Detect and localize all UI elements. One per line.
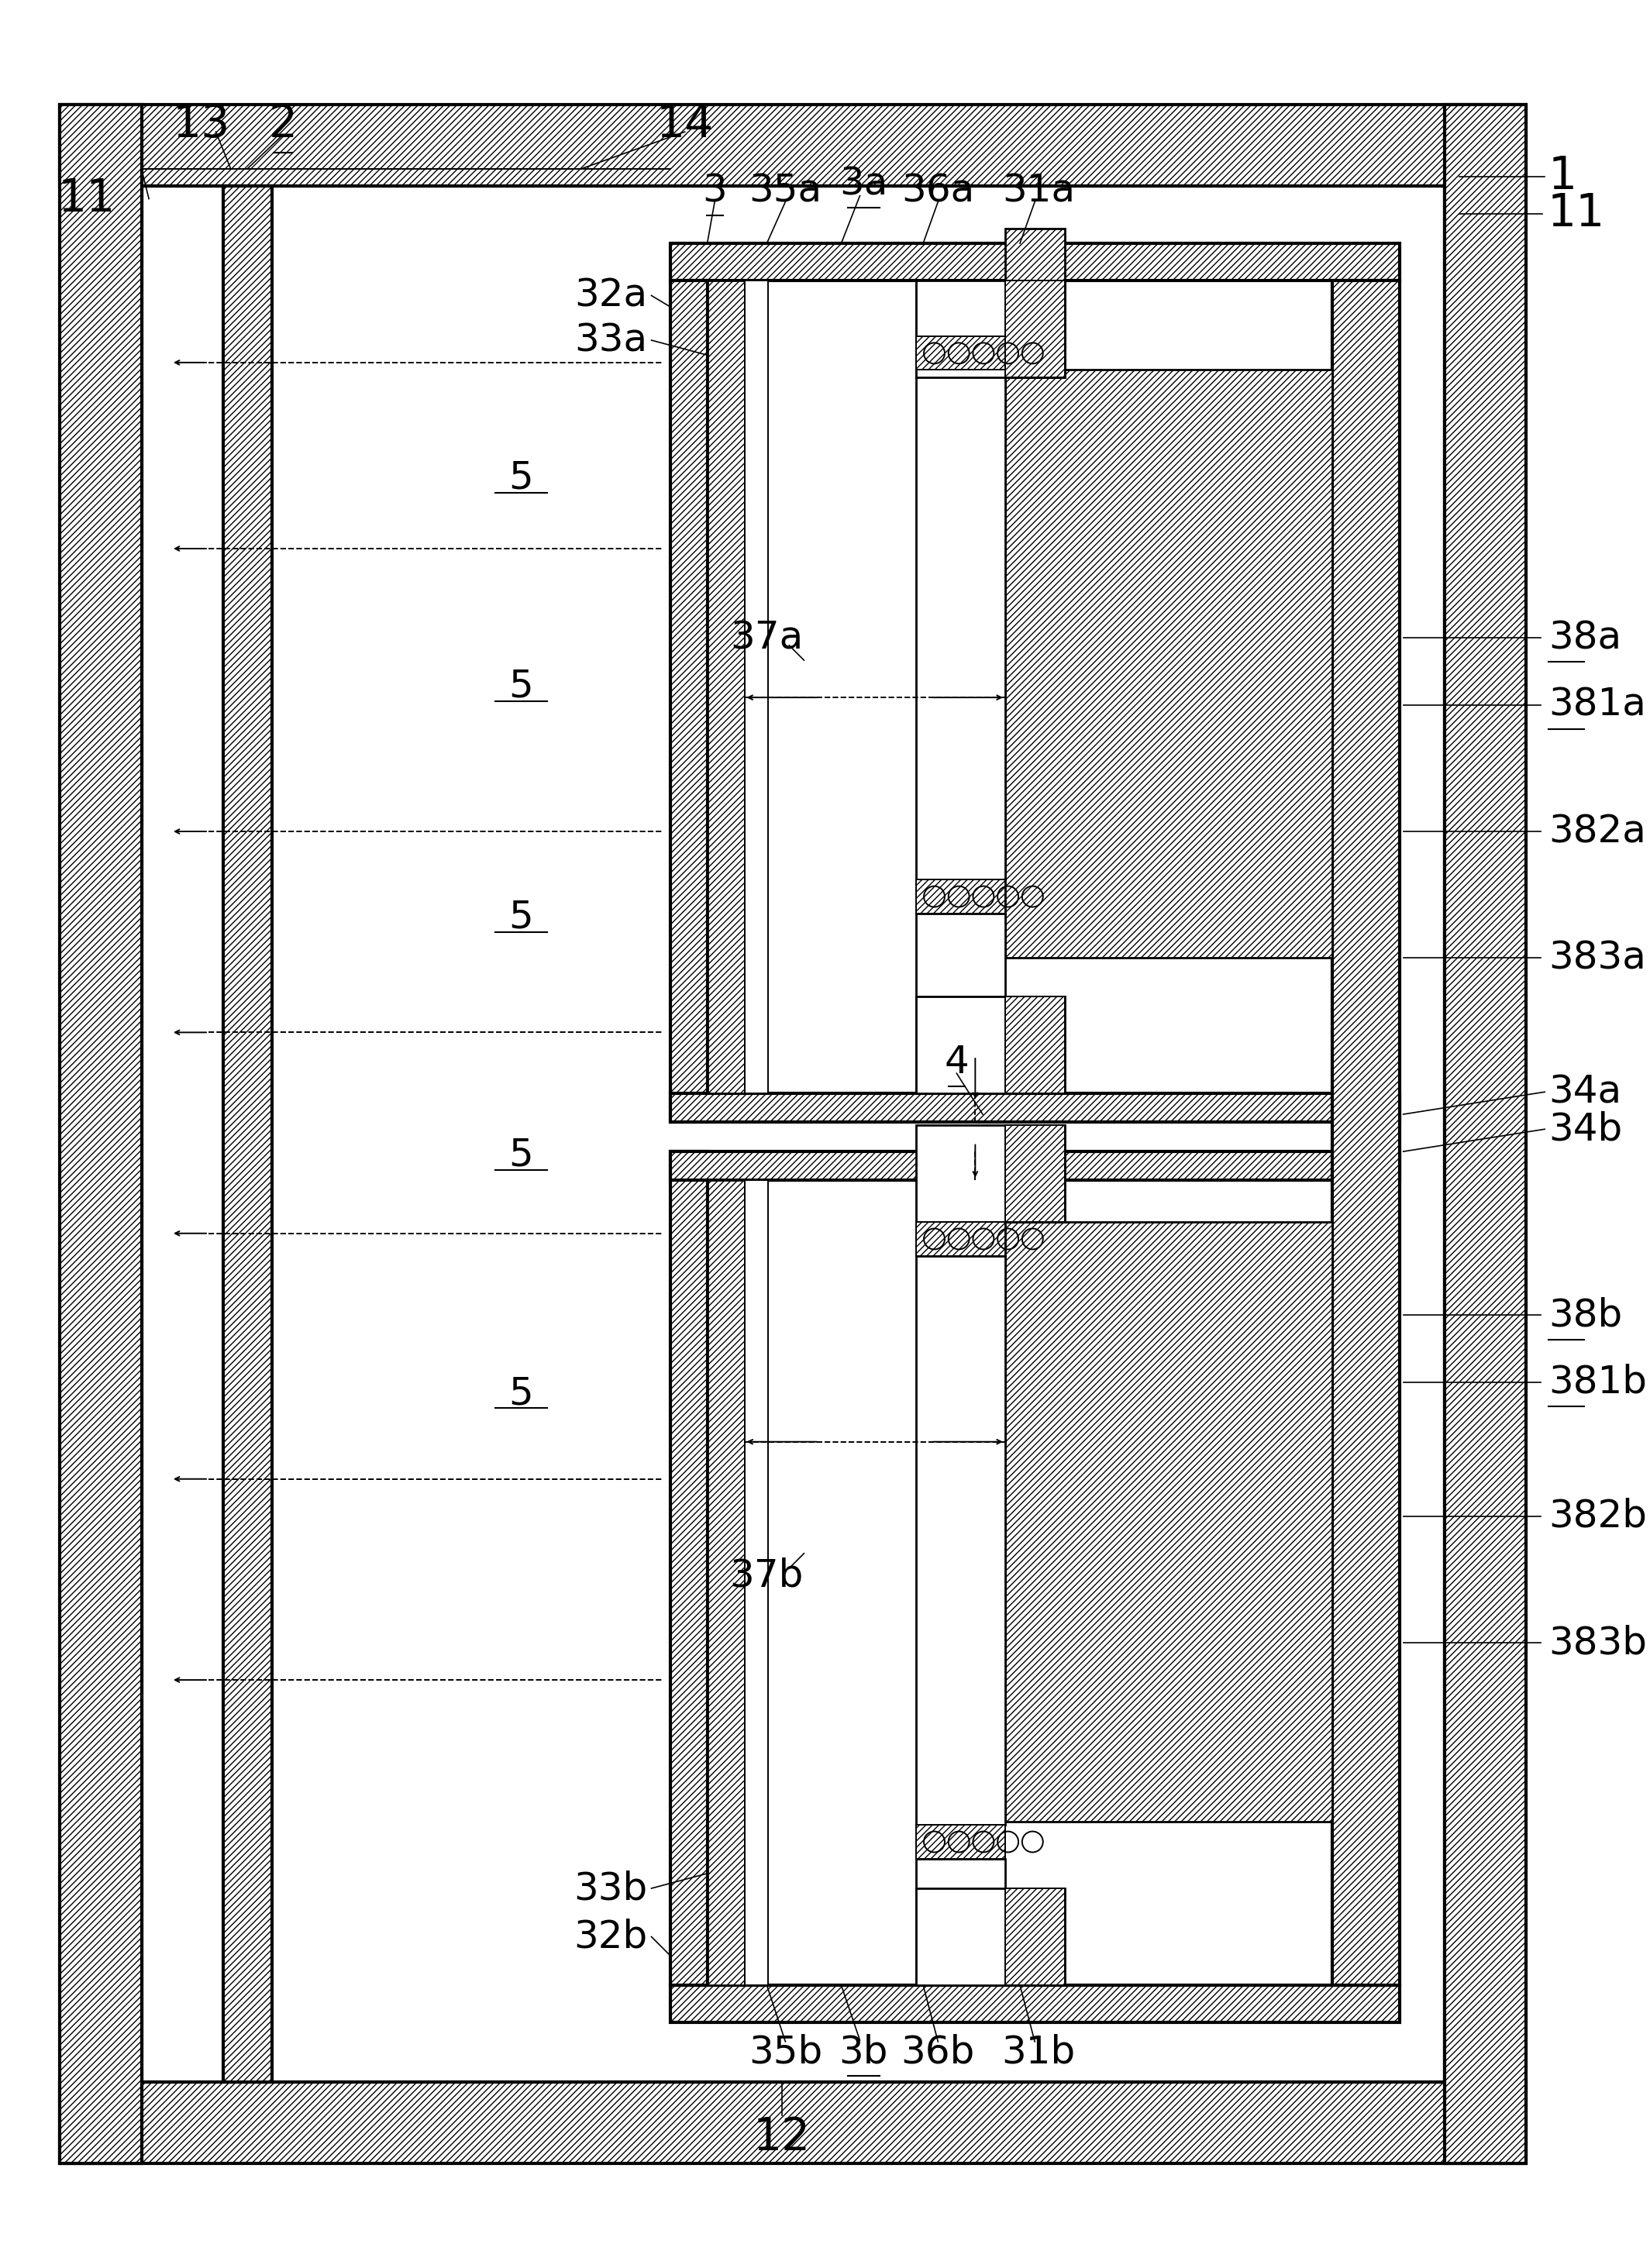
Text: 1: 1 <box>1548 154 1577 200</box>
Bar <box>670 1093 1399 1123</box>
Bar <box>1005 996 1064 1093</box>
Bar <box>916 370 1005 880</box>
Text: 38b: 38b <box>1548 1297 1622 1334</box>
Text: 3a: 3a <box>840 166 888 202</box>
Text: 34b: 34b <box>1548 1111 1622 1148</box>
Bar <box>1005 1889 1064 1985</box>
Bar <box>916 1222 1005 1256</box>
Text: 31a: 31a <box>1002 172 1076 211</box>
Bar <box>670 1152 1399 1179</box>
Text: 11: 11 <box>58 177 116 220</box>
Bar <box>1005 1222 1333 1821</box>
Text: 32a: 32a <box>574 277 648 315</box>
Bar <box>916 336 1005 370</box>
Text: 13: 13 <box>172 102 229 147</box>
Text: 33a: 33a <box>574 322 648 358</box>
Text: 4: 4 <box>944 1043 969 1082</box>
Bar <box>744 1179 769 1985</box>
Bar <box>1005 370 1333 957</box>
Bar <box>916 1125 1064 1222</box>
Text: 381a: 381a <box>1548 687 1647 723</box>
Bar <box>1005 281 1064 376</box>
Bar <box>916 1889 1064 1985</box>
Bar <box>1005 1125 1064 1222</box>
Bar <box>670 1985 1399 2023</box>
Bar <box>59 104 142 2164</box>
Bar <box>670 1152 708 1985</box>
Text: 3b: 3b <box>838 2034 888 2071</box>
Text: 3: 3 <box>703 172 728 211</box>
Bar <box>916 336 1005 370</box>
Bar <box>916 996 1064 1093</box>
Text: 5: 5 <box>508 898 533 937</box>
Bar <box>744 281 769 1093</box>
Bar <box>916 1256 1005 1826</box>
Text: 32b: 32b <box>574 1919 648 1955</box>
Bar <box>708 281 744 1093</box>
Bar <box>1005 229 1064 376</box>
Bar <box>916 284 1005 345</box>
Text: 33b: 33b <box>574 1869 648 1907</box>
Text: 12: 12 <box>752 2116 810 2159</box>
Text: 14: 14 <box>657 102 714 147</box>
Text: 36a: 36a <box>901 172 975 211</box>
Text: 38a: 38a <box>1548 619 1622 655</box>
Bar <box>1444 104 1526 2164</box>
Bar <box>916 1857 1005 1985</box>
Bar <box>916 1826 1005 1857</box>
Text: 35a: 35a <box>749 172 822 211</box>
Text: 11: 11 <box>1548 191 1604 236</box>
Bar <box>1333 281 1399 1985</box>
Bar <box>916 281 1064 376</box>
Bar <box>916 880 1005 914</box>
Text: 382a: 382a <box>1548 812 1647 851</box>
Text: 381b: 381b <box>1548 1363 1647 1402</box>
Text: 5: 5 <box>508 667 533 705</box>
Text: 37a: 37a <box>731 619 804 655</box>
Text: 382b: 382b <box>1548 1497 1647 1535</box>
Bar <box>142 186 1444 2082</box>
Text: 35b: 35b <box>749 2034 822 2071</box>
Text: 36b: 36b <box>901 2034 975 2071</box>
Text: 383b: 383b <box>1548 1624 1647 1662</box>
Bar <box>670 243 1399 281</box>
Bar <box>223 186 272 2082</box>
Text: 5: 5 <box>508 1136 533 1175</box>
Bar <box>670 281 708 1123</box>
Bar <box>59 2082 1526 2164</box>
Text: 5: 5 <box>508 460 533 497</box>
Text: 37b: 37b <box>729 1558 804 1594</box>
Text: 5: 5 <box>508 1374 533 1413</box>
Text: 383a: 383a <box>1548 939 1647 978</box>
Text: 2: 2 <box>269 102 297 147</box>
Bar <box>708 1179 744 1985</box>
Text: 34a: 34a <box>1548 1073 1622 1111</box>
Text: 31b: 31b <box>1002 2034 1076 2071</box>
Bar <box>916 914 1005 1093</box>
Bar <box>59 104 1526 186</box>
